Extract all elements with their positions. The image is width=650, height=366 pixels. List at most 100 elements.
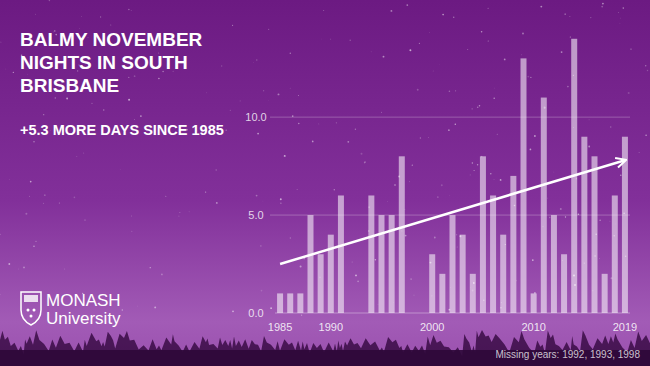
star bbox=[413, 294, 415, 296]
star bbox=[290, 237, 292, 239]
star bbox=[449, 195, 451, 197]
bar bbox=[622, 137, 628, 313]
bar bbox=[480, 156, 486, 313]
star bbox=[429, 32, 431, 34]
star bbox=[527, 76, 529, 78]
star bbox=[471, 108, 473, 110]
star bbox=[188, 211, 190, 213]
star bbox=[336, 122, 337, 123]
star bbox=[622, 7, 624, 9]
star bbox=[602, 3, 604, 5]
bar bbox=[328, 235, 334, 313]
star bbox=[532, 259, 534, 261]
star bbox=[410, 278, 412, 280]
bar bbox=[308, 215, 314, 313]
star bbox=[564, 13, 566, 15]
star bbox=[256, 59, 257, 60]
star bbox=[25, 213, 27, 215]
star bbox=[494, 87, 496, 89]
star bbox=[27, 73, 29, 75]
bar bbox=[419, 313, 425, 314]
star bbox=[261, 290, 263, 292]
star bbox=[128, 9, 129, 10]
star bbox=[364, 161, 366, 163]
stars bbox=[0, 0, 648, 316]
star bbox=[599, 258, 601, 260]
star bbox=[262, 200, 264, 202]
star bbox=[610, 126, 612, 128]
title: BALMY NOVEMBER NIGHTS IN SOUTH BRISBANE bbox=[20, 28, 230, 97]
star bbox=[9, 178, 11, 180]
y-tick-label: 0.0 bbox=[248, 307, 263, 319]
star bbox=[280, 198, 282, 200]
star bbox=[434, 237, 436, 239]
star bbox=[547, 197, 549, 199]
star bbox=[488, 8, 489, 9]
star bbox=[150, 267, 151, 268]
star bbox=[628, 92, 630, 94]
bar bbox=[318, 254, 324, 313]
star bbox=[18, 268, 20, 270]
star bbox=[496, 133, 498, 135]
star bbox=[561, 51, 563, 53]
star bbox=[215, 169, 216, 170]
star bbox=[103, 109, 105, 111]
star bbox=[437, 196, 438, 197]
star bbox=[165, 196, 166, 197]
plot-area bbox=[277, 39, 628, 313]
star bbox=[590, 17, 591, 18]
trend-arrow bbox=[280, 160, 625, 264]
star bbox=[301, 315, 302, 316]
star bbox=[565, 216, 566, 217]
star bbox=[334, 189, 336, 191]
star bbox=[13, 72, 14, 73]
x-tick-label: 1990 bbox=[319, 321, 343, 333]
star bbox=[375, 259, 376, 260]
star bbox=[457, 246, 458, 247]
star bbox=[300, 265, 302, 267]
ground bbox=[0, 350, 650, 366]
star bbox=[534, 135, 536, 137]
star bbox=[312, 141, 314, 143]
tree-silhouette bbox=[0, 330, 650, 366]
star bbox=[130, 215, 132, 217]
star bbox=[620, 175, 621, 176]
stage: 0.05.010.019851990200020102019Missing ye… bbox=[0, 0, 650, 366]
bar bbox=[287, 293, 293, 313]
star bbox=[364, 162, 365, 163]
star bbox=[33, 245, 35, 247]
star bbox=[205, 92, 207, 94]
star bbox=[128, 77, 129, 78]
star bbox=[540, 6, 542, 8]
x-axis: 19851990200020102019 bbox=[268, 321, 637, 333]
star bbox=[405, 235, 407, 237]
star bbox=[439, 64, 441, 66]
background bbox=[0, 0, 650, 366]
star bbox=[257, 133, 259, 135]
logo-text: University bbox=[46, 309, 121, 328]
star bbox=[530, 149, 532, 151]
bar bbox=[581, 137, 587, 313]
star bbox=[493, 179, 495, 181]
star bbox=[417, 89, 419, 91]
star bbox=[35, 241, 36, 242]
bar bbox=[551, 215, 557, 313]
star bbox=[455, 90, 456, 91]
star bbox=[390, 10, 392, 12]
star bbox=[619, 22, 621, 24]
star bbox=[321, 38, 323, 40]
star bbox=[240, 100, 241, 101]
star bbox=[406, 4, 408, 6]
star bbox=[453, 16, 455, 18]
star bbox=[178, 216, 179, 217]
star bbox=[441, 184, 443, 186]
subtitle: +5.3 MORE DAYS SINCE 1985 bbox=[20, 121, 225, 140]
star bbox=[179, 212, 181, 214]
star bbox=[290, 52, 292, 54]
logo-crest-band bbox=[24, 295, 38, 302]
star bbox=[253, 62, 255, 64]
star bbox=[131, 231, 132, 232]
star bbox=[481, 31, 483, 33]
star bbox=[330, 38, 332, 40]
note: Missing years: 1992, 1993, 1998 bbox=[495, 349, 640, 360]
